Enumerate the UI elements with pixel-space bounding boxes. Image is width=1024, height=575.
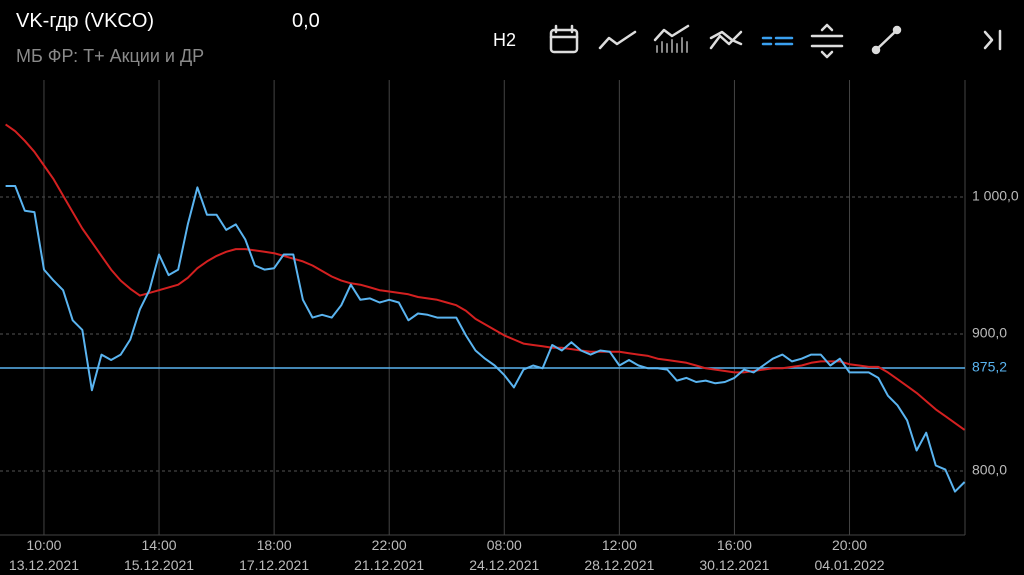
y-tick-label: 900,0 (972, 325, 1007, 341)
levels-icon[interactable] (761, 36, 794, 46)
x-tick-label: 16:00 30.12.2021 (699, 537, 770, 573)
scroll-end-icon[interactable] (983, 29, 1002, 51)
y-tick-label: 800,0 (972, 462, 1007, 478)
series-line (5, 123, 966, 431)
series-line (5, 185, 966, 493)
market-subtitle: МБ ФР: Т+ Акции и ДР (16, 46, 205, 66)
toolbar-icons (549, 23, 1002, 59)
x-tick-label: 14:00 15.12.2021 (123, 537, 195, 573)
x-tick-label: 20:00 04.01.2022 (814, 537, 885, 573)
line-chart-icon[interactable] (598, 30, 637, 50)
indicator-icon[interactable] (709, 30, 743, 50)
drawing-icon[interactable] (871, 25, 902, 55)
scale-icon[interactable] (810, 23, 844, 59)
y-tick-label: 1 000,0 (972, 188, 1019, 204)
current-price-label: 875,2 (972, 359, 1007, 375)
x-tick-label: 10:00 13.12.2021 (8, 537, 79, 573)
change-value: 0,0 (292, 10, 320, 32)
x-tick-label: 18:00 17.12.2021 (239, 537, 310, 573)
x-tick-label: 22:00 21.12.2021 (354, 537, 425, 573)
volume-icon[interactable] (653, 24, 690, 53)
instrument-title: VK-гдр (VKCO) (16, 10, 155, 32)
timeframe-button[interactable]: H2 (493, 30, 517, 50)
x-tick-label: 12:00 28.12.2021 (584, 537, 655, 573)
calendar-icon[interactable] (549, 24, 579, 54)
x-tick-label: 08:00 24.12.2021 (469, 537, 540, 573)
